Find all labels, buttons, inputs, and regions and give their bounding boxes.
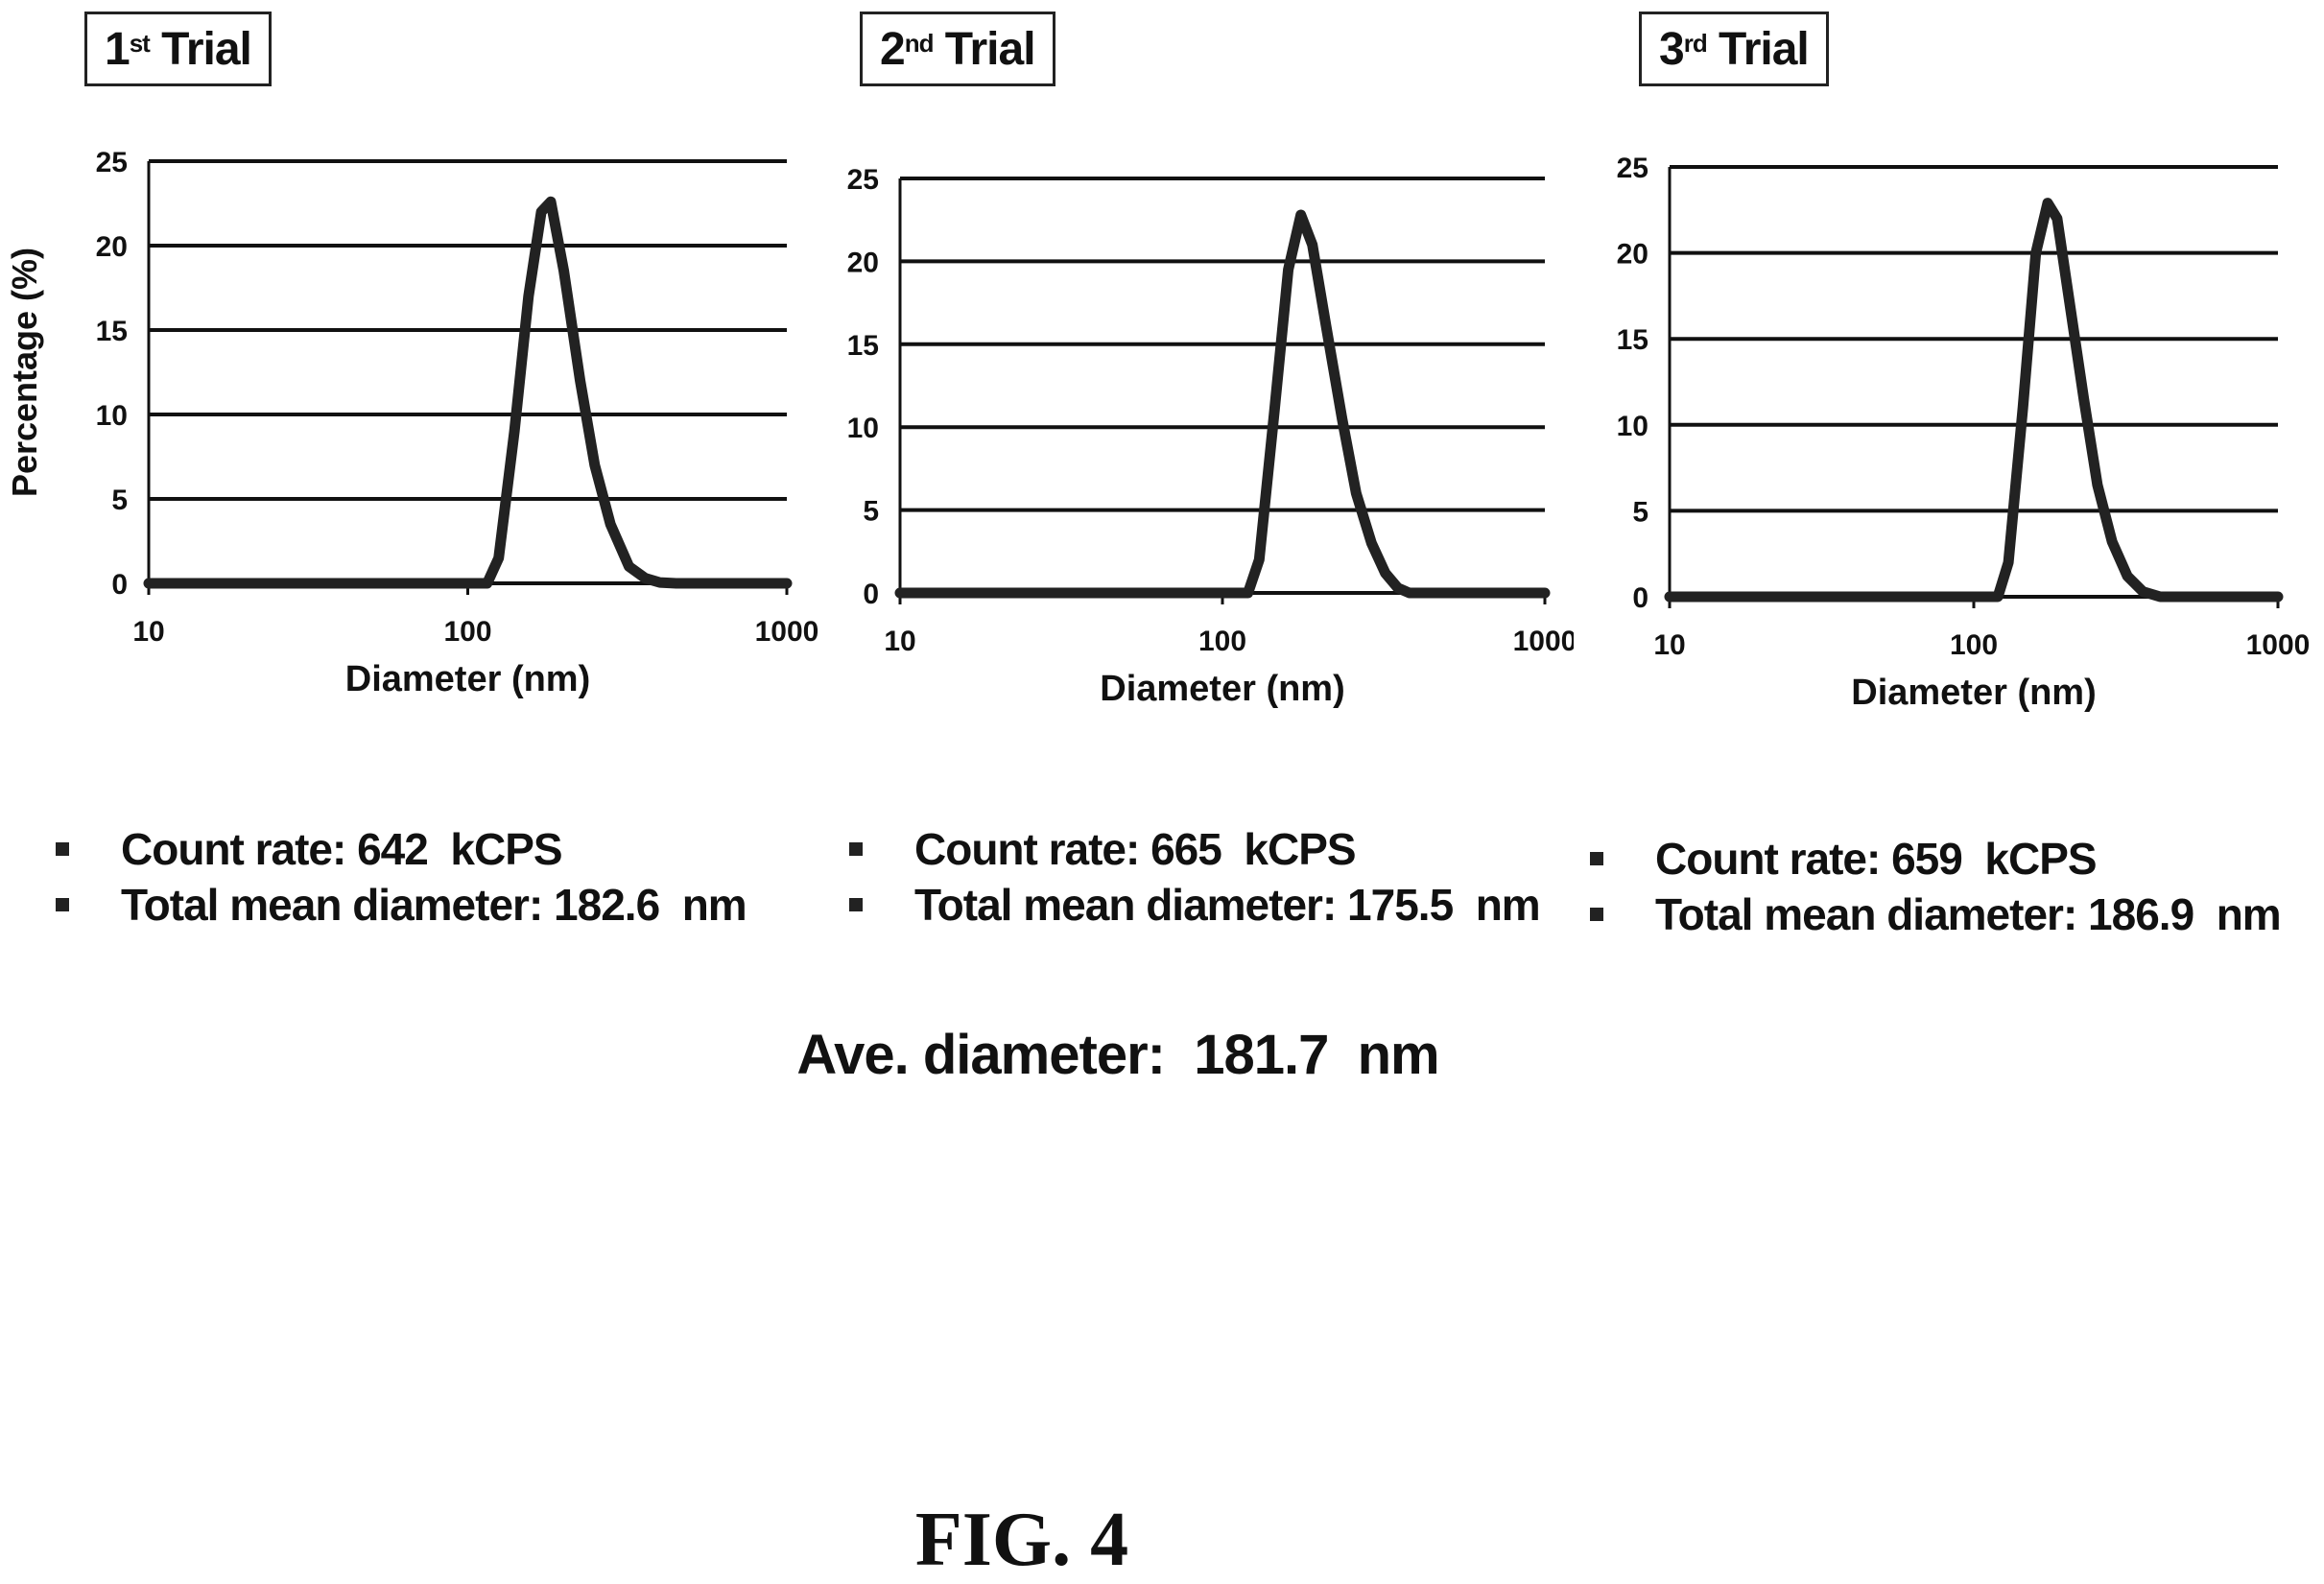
y-tick-label: 5 bbox=[863, 496, 879, 528]
trial-2-stats: Count rate: 665 kCPS Total mean diameter… bbox=[849, 821, 1541, 933]
distribution-line bbox=[1664, 198, 2284, 603]
bullet-icon bbox=[849, 842, 863, 856]
count-rate: Count rate: 642 kCPS bbox=[121, 824, 563, 874]
y-tick-label: 5 bbox=[1632, 496, 1648, 528]
mean-diameter: Total mean diameter: 175.5 nm bbox=[914, 880, 1541, 930]
bullet-icon bbox=[849, 898, 863, 911]
y-tick-label: 10 bbox=[96, 400, 128, 432]
x-tick-label: 10 bbox=[1653, 629, 1685, 661]
distribution-line bbox=[894, 209, 1551, 599]
mean-diameter: Total mean diameter: 182.6 nm bbox=[121, 880, 747, 930]
y-tick-label: 0 bbox=[1632, 582, 1648, 614]
y-tick-label: 5 bbox=[111, 485, 128, 516]
trial-2-chart: 0 5 10 15 20 25 10 100 1000 Diameter (nm) bbox=[847, 164, 1574, 709]
bullet-icon bbox=[56, 898, 69, 911]
y-tick-label: 10 bbox=[1617, 411, 1648, 442]
x-tick-label: 10 bbox=[884, 626, 915, 657]
figure-label: FIG. 4 bbox=[914, 1498, 1129, 1582]
x-tick-label: 10 bbox=[132, 616, 164, 648]
bullet-icon bbox=[1590, 908, 1603, 921]
y-tick-label: 0 bbox=[111, 569, 128, 601]
y-axis-label: Percentage (%) bbox=[5, 248, 44, 497]
y-tick-label: 25 bbox=[1617, 153, 1648, 184]
count-rate: Count rate: 659 kCPS bbox=[1655, 834, 2098, 884]
y-tick-label: 20 bbox=[96, 231, 128, 263]
distribution-line bbox=[143, 196, 793, 589]
y-tick-label: 15 bbox=[1617, 324, 1648, 356]
trial-3-stats: Count rate: 659 kCPS Total mean diameter… bbox=[1590, 831, 2282, 942]
trial-1-stats: Count rate: 642 kCPS Total mean diameter… bbox=[56, 821, 747, 933]
x-tick-label: 100 bbox=[443, 616, 491, 648]
bullet-icon bbox=[1590, 852, 1603, 865]
trial-3-chart: 0 5 10 15 20 25 10 100 1000 Diameter (nm) bbox=[1617, 153, 2311, 713]
y-tick-label: 20 bbox=[1617, 239, 1648, 271]
y-tick-label: 20 bbox=[847, 247, 879, 278]
x-tick-label: 100 bbox=[1950, 629, 1998, 661]
trial-1-chart: 0 5 10 15 20 25 10 100 1000 Diameter (nm) Percenta… bbox=[5, 147, 819, 699]
y-tick-label: 25 bbox=[847, 164, 879, 196]
y-tick-label: 0 bbox=[863, 579, 879, 610]
y-tick-label: 15 bbox=[847, 330, 879, 362]
y-tick-label: 15 bbox=[96, 316, 128, 347]
count-rate: Count rate: 665 kCPS bbox=[914, 824, 1357, 874]
average-diameter: Ave. diameter: 181.7 nm bbox=[796, 1024, 1439, 1086]
y-tick-label: 25 bbox=[96, 147, 128, 178]
x-axis-label: Diameter (nm) bbox=[1851, 673, 2097, 713]
x-tick-label: 1000 bbox=[1513, 626, 1574, 657]
mean-diameter: Total mean diameter: 186.9 nm bbox=[1655, 889, 2282, 939]
bullet-icon bbox=[56, 842, 69, 856]
x-axis-label: Diameter (nm) bbox=[345, 659, 591, 699]
x-tick-label: 100 bbox=[1198, 626, 1246, 657]
x-tick-label: 1000 bbox=[2246, 629, 2311, 661]
x-axis-label: Diameter (nm) bbox=[1100, 669, 1345, 709]
y-tick-label: 10 bbox=[847, 413, 879, 444]
x-tick-label: 1000 bbox=[755, 616, 819, 648]
